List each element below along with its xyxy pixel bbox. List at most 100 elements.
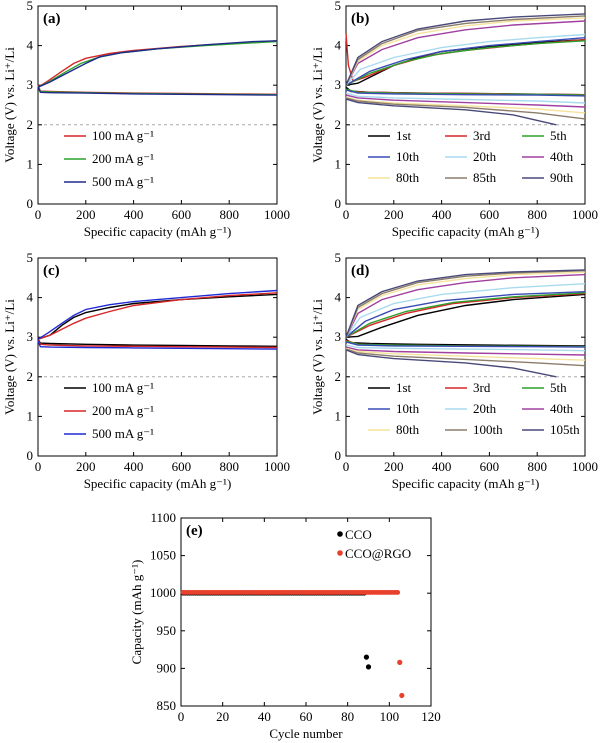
legend-label: CCO@RGO	[345, 546, 411, 561]
legend-label: 40th	[550, 149, 574, 164]
plot-frame	[345, 5, 586, 205]
x-axis-label: Specific capacity (mAh g⁻¹)	[84, 476, 232, 491]
y-tick-label: 3	[27, 329, 34, 344]
x-tick-label: 0	[35, 459, 42, 474]
data-point	[397, 659, 403, 665]
series-line-charge	[345, 292, 586, 338]
series-line-discharge	[345, 89, 586, 97]
y-tick-label: 950	[157, 623, 177, 638]
x-tick-label: 80	[341, 709, 354, 724]
x-tick-label: 200	[76, 207, 96, 222]
series-line-discharge	[345, 92, 586, 104]
legend-marker	[337, 531, 343, 537]
legend-label: 5th	[550, 380, 567, 395]
y-tick-label: 900	[157, 660, 177, 675]
legend-label: 200 mA g⁻¹	[92, 151, 154, 166]
legend-label: 1st	[396, 380, 412, 395]
y-tick-label: 1	[335, 408, 342, 423]
y-tick-label: 1050	[150, 548, 176, 563]
y-tick-label: 1100	[150, 510, 176, 525]
legend-label: 80th	[396, 170, 420, 185]
y-tick-label: 3	[335, 77, 342, 92]
y-tick-label: 3	[335, 329, 342, 344]
x-tick-label: 400	[124, 207, 144, 222]
series-line-charge	[37, 289, 278, 340]
y-tick-label: 4	[27, 290, 34, 305]
series-line-discharge	[345, 98, 557, 126]
series-line-charge	[345, 293, 586, 338]
legend-label: CCO	[345, 527, 372, 542]
x-tick-label: 0	[178, 709, 185, 724]
series-line-charge	[345, 15, 586, 86]
y-tick-label: 1000	[150, 585, 176, 600]
x-tick-label: 40	[258, 709, 271, 724]
series-line-discharge	[345, 97, 586, 120]
chart-panel-2: 0 200 400 600 800 1000 0 1 2 3 4 5 Specific capacity…	[2, 250, 290, 491]
series-line-charge	[345, 292, 586, 338]
y-tick-label: 0	[27, 448, 34, 463]
y-tick-label: 0	[335, 448, 342, 463]
legend-label: 80th	[396, 422, 420, 437]
series-line-discharge	[37, 340, 278, 349]
data-point	[399, 692, 405, 699]
series-line-charge	[345, 17, 586, 86]
plot-frame	[37, 5, 278, 205]
x-tick-label: 0	[343, 459, 350, 474]
x-tick-label: 800	[527, 207, 547, 222]
chart-panel-0: 0 200 400 600 800 1000 0 1 2 3 4 5 Specific capacity…	[2, 0, 290, 239]
x-tick-label: 400	[432, 207, 452, 222]
legend-label: 3rd	[473, 380, 491, 395]
series-line-discharge	[345, 96, 586, 114]
series-line-charge	[37, 40, 278, 88]
legend-label: 90th	[550, 170, 574, 185]
y-tick-label: 5	[335, 250, 342, 265]
legend-label: 105th	[550, 422, 580, 437]
x-tick-label: 1000	[264, 207, 290, 222]
legend-label: 40th	[550, 401, 574, 416]
y-tick-label: 2	[27, 369, 34, 384]
data-point	[363, 654, 370, 660]
series-line-charge	[345, 283, 586, 338]
y-tick-label: 4	[335, 38, 342, 53]
series-line-discharge	[345, 346, 586, 356]
legend-label: 3rd	[473, 128, 491, 143]
x-tick-label: 0	[343, 207, 350, 222]
x-tick-label: 600	[172, 207, 192, 222]
y-tick-label: 2	[335, 117, 342, 132]
panel-label: (d)	[351, 263, 369, 279]
legend-label: 500 mA g⁻¹	[92, 174, 154, 189]
legend-label: 100th	[473, 422, 503, 437]
series-line-discharge	[345, 341, 586, 348]
series-line-discharge	[345, 349, 557, 378]
series-line-charge	[345, 33, 586, 86]
panel-label: (e)	[186, 523, 203, 539]
panel-label: (a)	[43, 11, 61, 27]
y-tick-label: 1	[27, 408, 34, 423]
x-tick-label: 1000	[572, 459, 598, 474]
y-tick-label: 3	[27, 77, 34, 92]
y-axis-label: Voltage (V) vs. Li⁺/Li	[2, 47, 17, 163]
series-line-charge	[37, 40, 278, 88]
legend-marker	[337, 550, 343, 556]
x-tick-label: 60	[300, 709, 313, 724]
y-tick-label: 2	[27, 117, 34, 132]
y-tick-label: 5	[27, 250, 34, 265]
legend-label: 10th	[396, 401, 420, 416]
legend-label: 500 mA g⁻¹	[92, 426, 154, 441]
x-tick-label: 1000	[572, 207, 598, 222]
series-line-discharge	[345, 344, 586, 352]
series-line-discharge	[345, 347, 586, 361]
x-tick-label: 200	[384, 459, 404, 474]
series-line-discharge	[37, 338, 278, 347]
legend-label: 85th	[473, 170, 497, 185]
x-tick-label: 800	[219, 459, 239, 474]
series-line-charge	[37, 293, 278, 340]
series-line-charge	[345, 269, 586, 338]
x-axis-label: Specific capacity (mAh g⁻¹)	[392, 476, 540, 491]
legend-label: 1st	[396, 128, 412, 143]
x-tick-label: 400	[432, 459, 452, 474]
y-tick-label: 4	[335, 290, 342, 305]
legend-label: 20th	[473, 149, 497, 164]
x-tick-label: 0	[35, 207, 42, 222]
series-line-charge	[345, 270, 586, 338]
